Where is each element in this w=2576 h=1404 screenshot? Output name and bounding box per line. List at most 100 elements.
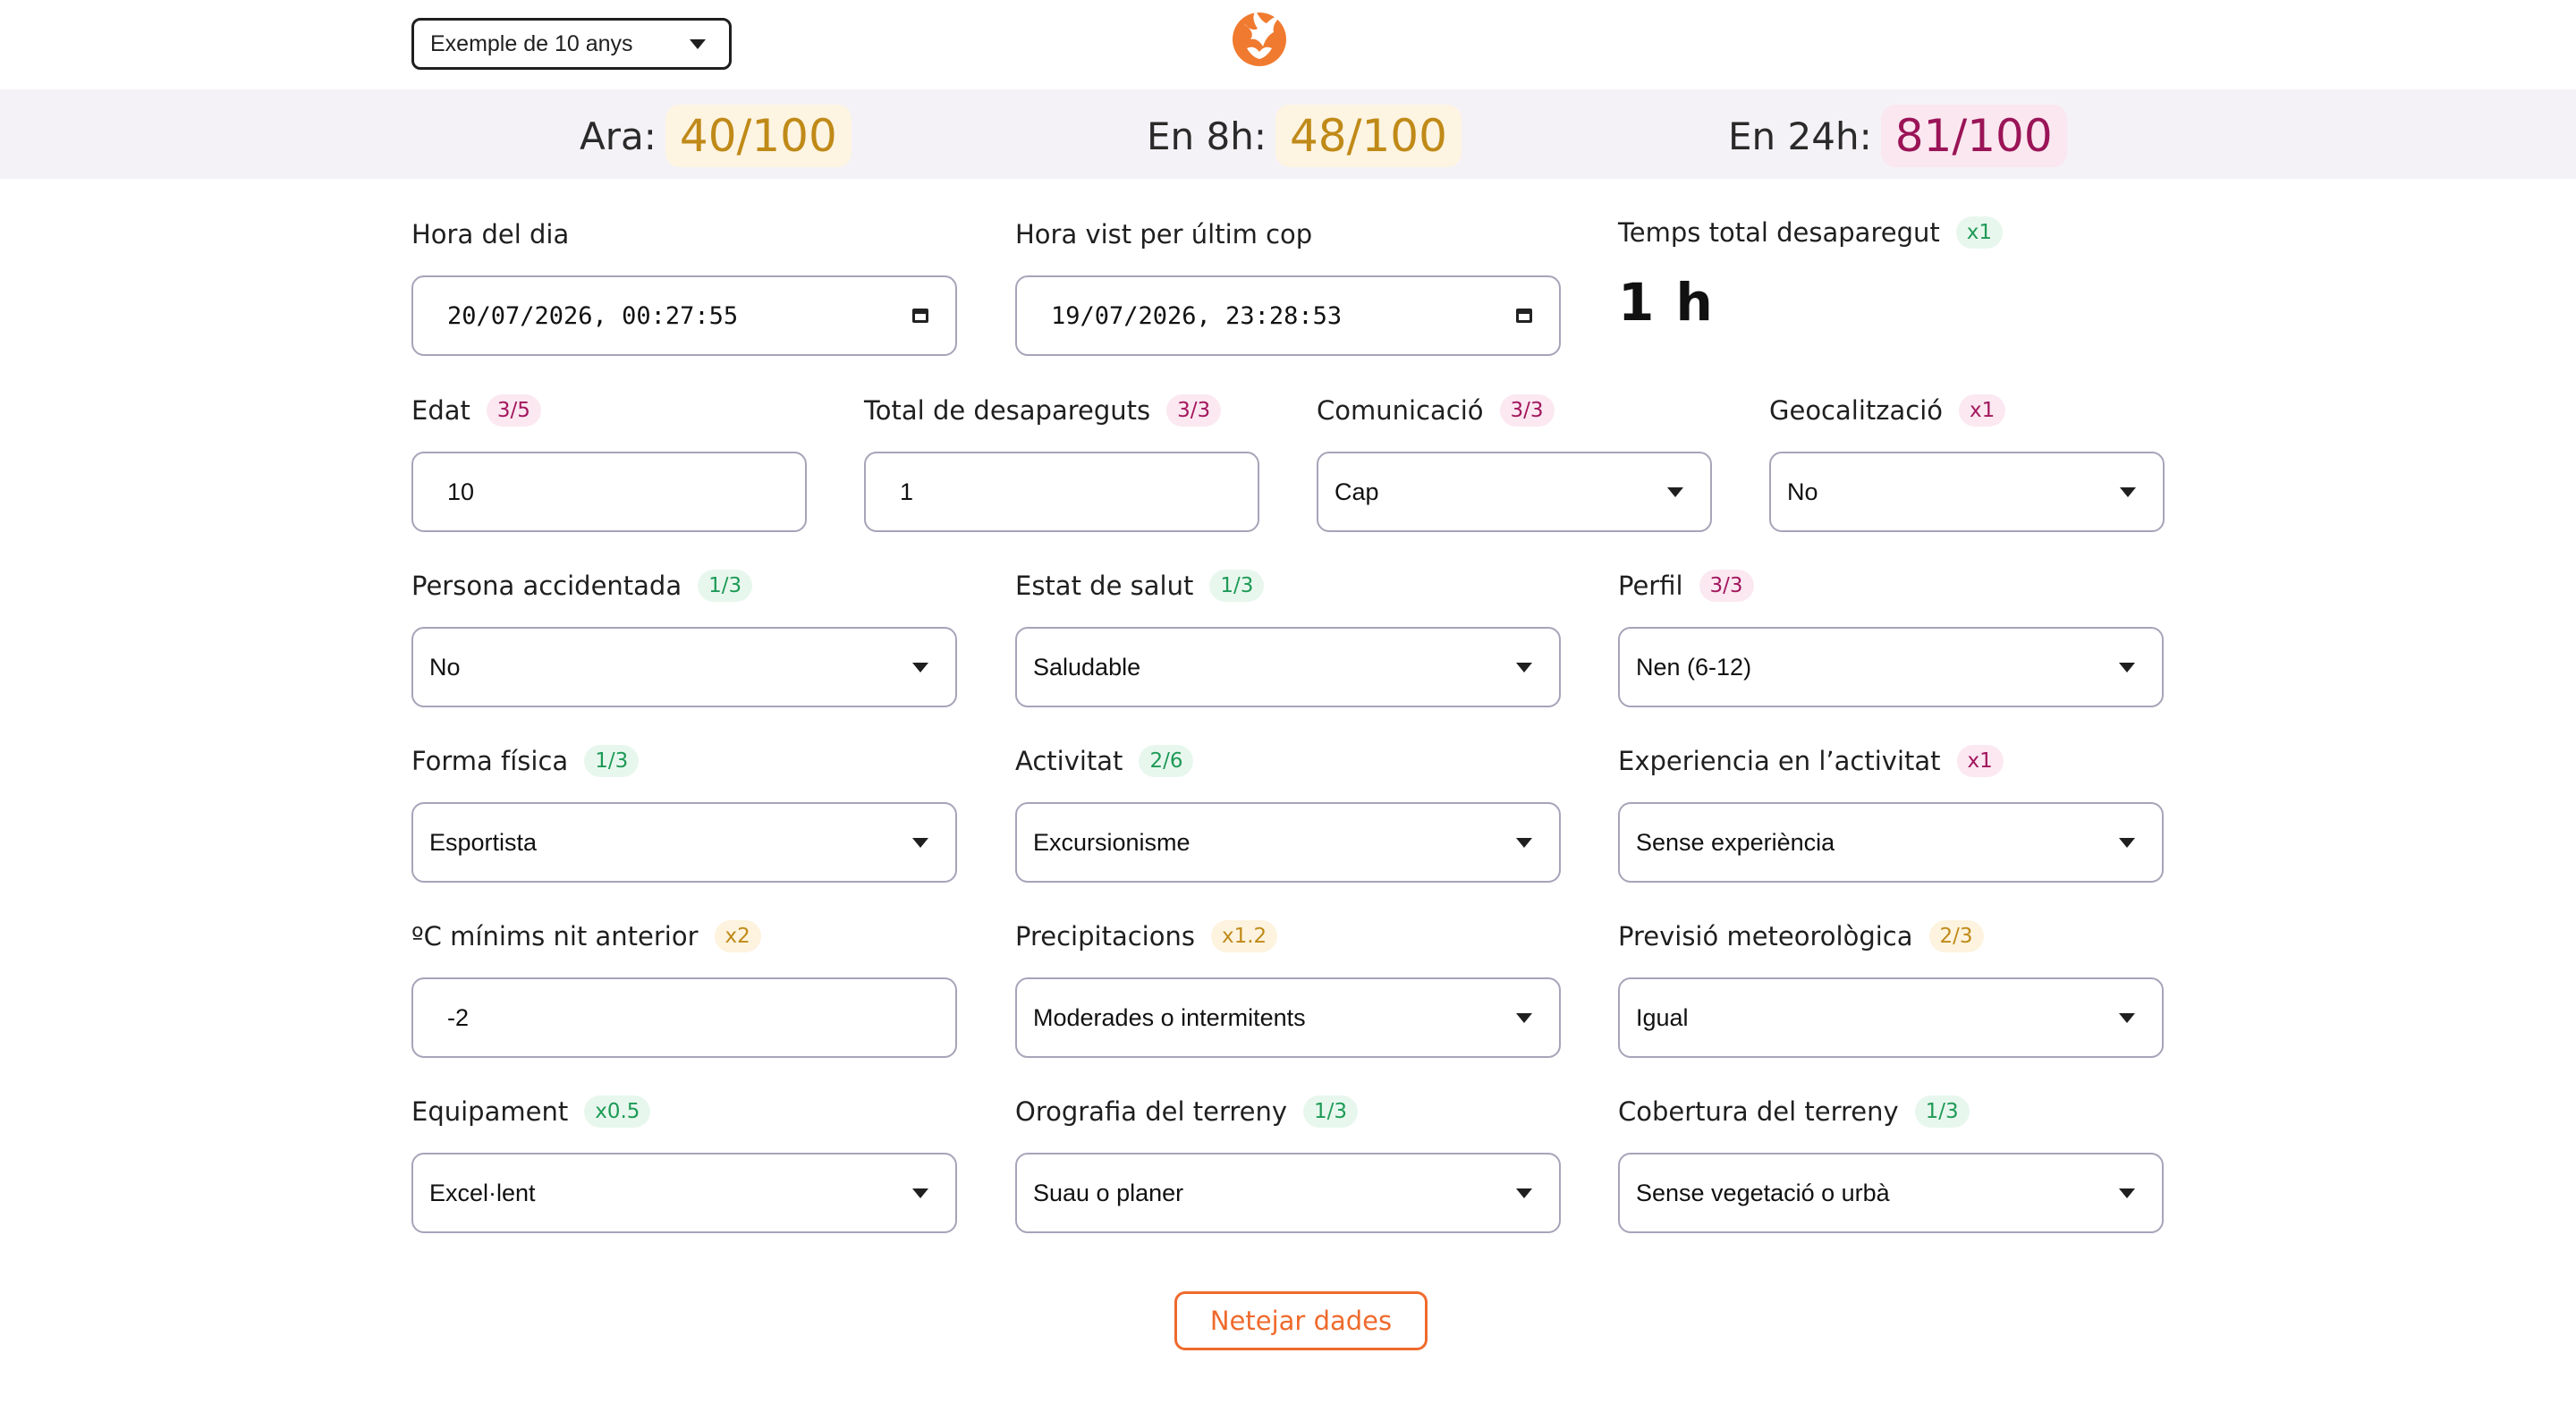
precipitacions-select[interactable]: Moderades o intermitents [1015,977,1561,1058]
temp-minima-value: -2 [447,1003,470,1031]
forma-fisica-select[interactable]: Esportista [411,802,957,883]
previsio-select[interactable]: Igual [1618,977,2164,1058]
score-8h-label: En 8h: [1147,114,1267,158]
score-now-label: Ara: [580,114,657,158]
edat-input[interactable]: 10 [411,452,807,532]
previsio-value: Igual [1636,1003,1689,1031]
clear-data-button[interactable]: Netejar dades [1174,1291,1428,1350]
equipament-select[interactable]: Excel·lent [411,1153,957,1233]
hora-dia-label: Hora del dia [411,219,570,250]
persona-accidentada-select[interactable]: No [411,627,957,707]
geocalitzacio-label: Geocalització [1769,395,1943,426]
field-temp-minima: ºC mínims nit anterior x2 -2 [411,918,957,1058]
top-bar: Exemple de 10 anys [0,0,2576,89]
experiencia-badge: x1 [1956,745,2004,777]
score-now-value: 40/100 [665,105,852,167]
edat-label: Edat [411,395,470,426]
orografia-value: Suau o planer [1033,1179,1184,1206]
caret-down-icon [2119,662,2135,672]
total-desapareguts-value: 1 [900,478,914,505]
persona-accidentada-badge: 1/3 [698,570,753,602]
estat-salut-badge: 1/3 [1209,570,1265,602]
temp-minima-input[interactable]: -2 [411,977,957,1058]
caret-down-icon [1516,1012,1532,1023]
experiencia-value: Sense experiència [1636,828,1835,856]
hora-dia-input[interactable]: 20/07/2026, 00:27:55 [411,275,957,356]
perfil-label: Perfil [1618,571,1683,601]
cobertura-value: Sense vegetació o urbà [1636,1179,1890,1206]
comunicacio-select[interactable]: Cap [1317,452,1712,532]
hora-dia-value: 20/07/2026, 00:27:55 [447,301,739,330]
orografia-select[interactable]: Suau o planer [1015,1153,1561,1233]
caret-down-icon [912,837,928,848]
calendar-icon[interactable] [1516,309,1532,323]
persona-accidentada-value: No [429,653,461,681]
experiencia-select[interactable]: Sense experiència [1618,802,2164,883]
previsio-badge: 2/3 [1928,920,1984,952]
temp-minima-badge: x2 [714,920,761,952]
activitat-badge: 2/6 [1139,745,1194,777]
persona-accidentada-label: Persona accidentada [411,571,682,601]
edat-value: 10 [447,478,475,505]
field-orografia: Orografia del terreny 1/3 Suau o planer [1015,1094,1561,1233]
geocalitzacio-badge: x1 [1959,394,2006,427]
field-estat-salut: Estat de salut 1/3 Saludable [1015,568,1561,707]
field-forma-fisica: Forma física 1/3 Esportista [411,743,957,883]
precipitacions-label: Precipitacions [1015,921,1195,952]
hora-vist-value: 19/07/2026, 23:28:53 [1051,301,1343,330]
perfil-value: Nen (6-12) [1636,653,1752,681]
field-activitat: Activitat 2/6 Excursionisme [1015,743,1561,883]
field-previsio: Previsió meteorològica 2/3 Igual [1618,918,2164,1058]
orografia-badge: 1/3 [1303,1095,1359,1128]
score-24h-label: En 24h: [1728,114,1872,158]
score-8h-value: 48/100 [1275,105,1462,167]
field-hora-dia: Hora del dia 20/07/2026, 00:27:55 [411,216,957,356]
field-precipitacions: Precipitacions x1.2 Moderades o intermit… [1015,918,1561,1058]
caret-down-icon [1516,1188,1532,1198]
perfil-select[interactable]: Nen (6-12) [1618,627,2164,707]
field-total-desapareguts: Total de desapareguts 3/3 1 [864,393,1259,532]
example-select-value: Exemple de 10 anys [430,30,633,56]
example-select[interactable]: Exemple de 10 anys [411,18,732,70]
caret-down-icon [2120,486,2136,497]
cobertura-select[interactable]: Sense vegetació o urbà [1618,1153,2164,1233]
activitat-select[interactable]: Excursionisme [1015,802,1561,883]
score-24h-value: 81/100 [1880,105,2067,167]
field-hora-vist: Hora vist per últim cop 19/07/2026, 23:2… [1015,216,1561,356]
field-comunicacio: Comunicació 3/3 Cap [1317,393,1712,532]
cobertura-badge: 1/3 [1914,1095,1970,1128]
equipament-value: Excel·lent [429,1179,536,1206]
caret-down-icon [2119,1012,2135,1023]
temps-total-label: Temps total desaparegut [1618,217,1940,248]
previsio-label: Previsió meteorològica [1618,921,1913,952]
phoenix-logo-icon [1233,11,1286,66]
forma-fisica-label: Forma física [411,746,569,776]
score-8h: En 8h: 48/100 [1147,97,1462,175]
field-temps-total: Temps total desaparegut x1 1 h [1618,215,2164,333]
orografia-label: Orografia del terreny [1015,1096,1288,1127]
edat-badge: 3/5 [486,394,541,427]
perfil-badge: 3/3 [1699,570,1754,602]
score-24h: En 24h: 81/100 [1728,97,2067,175]
geocalitzacio-select[interactable]: No [1769,452,2165,532]
total-desapareguts-input[interactable]: 1 [864,452,1259,532]
caret-down-icon [1516,662,1532,672]
calendar-icon[interactable] [912,309,928,323]
temp-minima-label: ºC mínims nit anterior [411,921,699,952]
field-cobertura: Cobertura del terreny 1/3 Sense vegetaci… [1618,1094,2164,1233]
forma-fisica-badge: 1/3 [584,745,640,777]
field-geocalitzacio: Geocalització x1 No [1769,393,2165,532]
equipament-label: Equipament [411,1096,569,1127]
hora-vist-label: Hora vist per últim cop [1015,219,1313,250]
field-equipament: Equipament x0.5 Excel·lent [411,1094,957,1233]
activitat-label: Activitat [1015,746,1123,776]
estat-salut-select[interactable]: Saludable [1015,627,1561,707]
field-persona-accidentada: Persona accidentada 1/3 No [411,568,957,707]
comunicacio-badge: 3/3 [1499,394,1555,427]
total-desapareguts-label: Total de desapareguts [864,395,1151,426]
geocalitzacio-value: No [1787,478,1818,505]
hora-vist-input[interactable]: 19/07/2026, 23:28:53 [1015,275,1561,356]
estat-salut-label: Estat de salut [1015,571,1194,601]
precipitacions-value: Moderades o intermitents [1033,1003,1306,1031]
activitat-value: Excursionisme [1033,828,1191,856]
